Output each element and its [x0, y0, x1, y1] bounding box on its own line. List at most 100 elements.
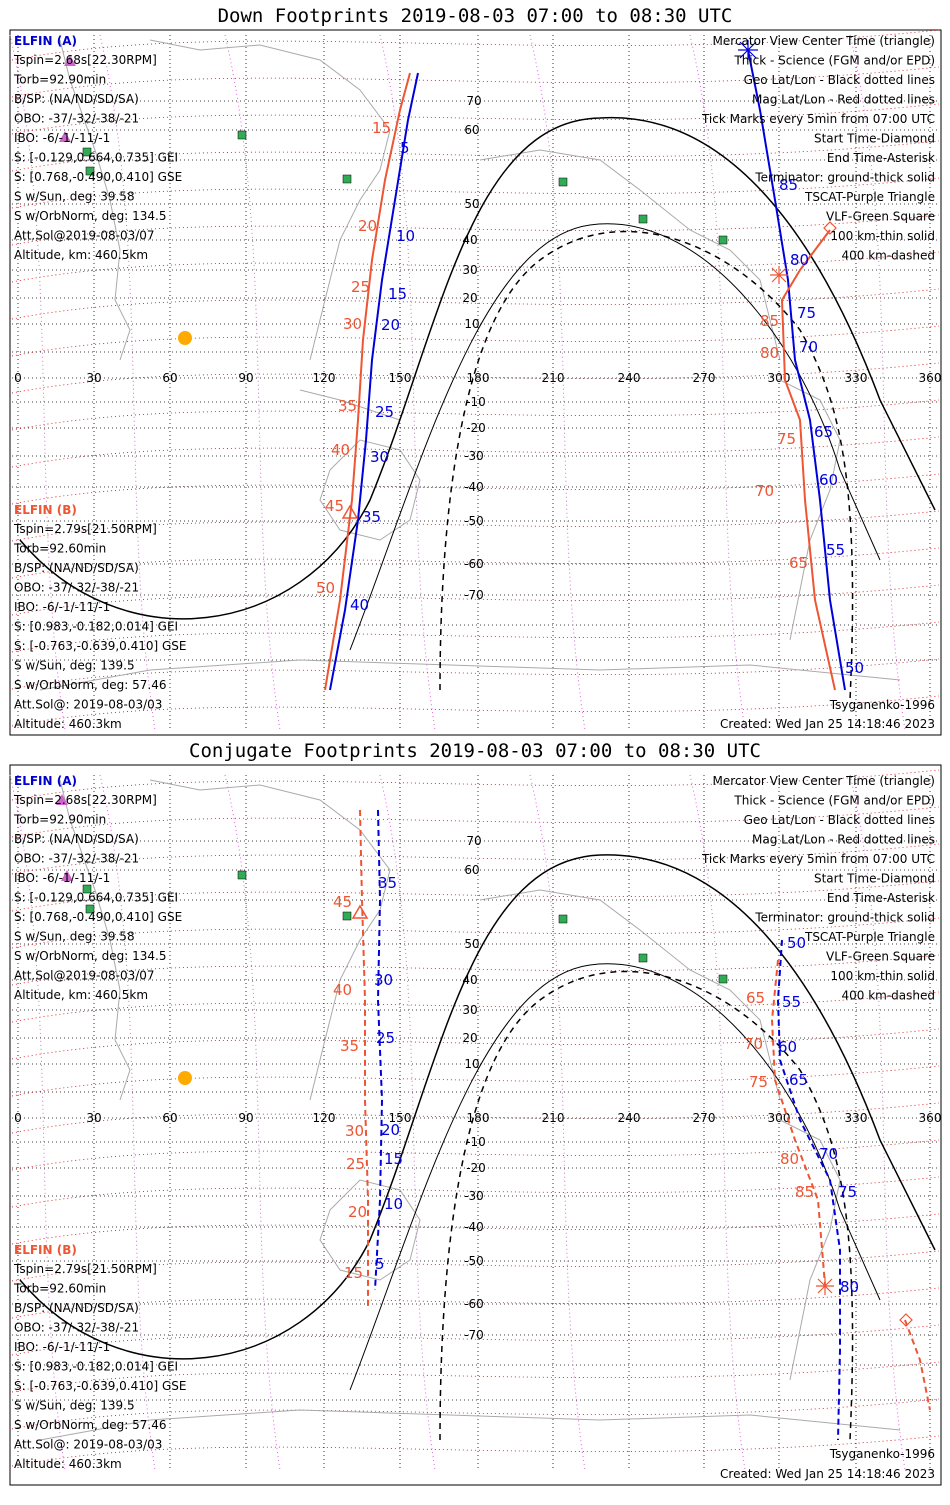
elfin-a-tick-label: 80 [840, 1278, 859, 1296]
elfin-a-track-east [776, 939, 841, 1441]
elfin-b-tick-label: 80 [760, 344, 779, 362]
lon-tick-label: 120 [313, 371, 336, 385]
elfin-a-info-line: Att.Sol@2019-08-03/07 [14, 229, 155, 243]
tscat-triangle-icon [61, 870, 73, 881]
panel-2-created: Created: Wed Jan 25 14:18:46 2023 [720, 1467, 935, 1481]
mag-meridian-curve [9, 34, 66, 731]
coast-australia [319, 439, 421, 541]
elfin-a-tick-label: 25 [376, 1029, 395, 1047]
mag-parallel-curve [11, 1435, 940, 1467]
elfin-b-track-west [324, 72, 411, 691]
lat-tick-label: 20 [462, 291, 477, 305]
elfin-b-tick-label: 75 [777, 430, 796, 448]
mag-meridian-curve [849, 34, 906, 731]
elfin-a-info-line: IBO: -6/-1/-11/-1 [14, 131, 110, 145]
panel-2-elfin-a-ticks: 35 30 25 20 15 10 5 50 55 60 65 70 75 80 [374, 874, 859, 1296]
mag-parallel-curve [11, 140, 940, 172]
elfin-b-tick-label: 50 [316, 579, 335, 597]
mag-parallel-curve [11, 695, 940, 727]
elfin-a-info-line: Tspin=2.68s[22.30RPM] [13, 793, 157, 807]
terminator-100km [349, 223, 881, 651]
elfin-b-tick-label: 15 [344, 1264, 363, 1282]
mag-meridian-curve [529, 34, 586, 731]
elfin-a-tick-label: 10 [384, 1195, 403, 1213]
panel-2-model: Tsyganenko-1996 [829, 1447, 935, 1461]
elfin-a-info-line: Altitude, km: 460.5km [14, 248, 148, 262]
legend-item: End Time-Asterisk [827, 891, 935, 905]
elfin-a-tick-label: 65 [789, 1071, 808, 1089]
lon-tick-label: 60 [162, 1111, 177, 1125]
elfin-a-track-east [747, 49, 846, 691]
lon-tick-label: 210 [542, 1111, 565, 1125]
panel-1-elfin-a-ticks: 5 10 15 20 25 30 35 40 85 80 75 70 65 60 55 50 [350, 139, 864, 677]
sun-icon [178, 331, 192, 345]
legend-item: Start Time-Diamond [814, 872, 935, 886]
legend-item: Mercator View Center Time (triangle) [713, 774, 935, 788]
lon-tick-label: 360 [919, 371, 942, 385]
terminator-400km [439, 230, 854, 701]
end-asterisk-icon [770, 266, 788, 284]
lat-tick-label: 70 [466, 834, 481, 848]
mag-parallel-curve [11, 880, 940, 912]
lat-tick-label: -40 [464, 480, 484, 494]
lat-tick-label: 60 [464, 123, 479, 137]
mag-meridian-curve [379, 774, 436, 1471]
elfin-b-track-east [780, 229, 836, 691]
elfin-a-tick-label: 15 [388, 285, 407, 303]
panel-1-terminator [19, 117, 936, 701]
legend-item: Terminator: ground-thick solid [754, 911, 935, 925]
vlf-square-icon [85, 904, 95, 914]
mag-parallel-curve [11, 1102, 940, 1134]
mag-parallel-curve [11, 473, 940, 505]
mag-parallel-curve [11, 1324, 940, 1356]
lon-tick-label: 150 [389, 1111, 412, 1125]
elfin-a-tick-label: 85 [779, 176, 798, 194]
elfin-b-info-line: OBO: -37/-32/-38/-21 [14, 1321, 139, 1335]
elfin-b-tick-label: 20 [348, 1203, 367, 1221]
panel-2-tracks [359, 809, 931, 1441]
panel-1-markers [59, 40, 837, 519]
lon-tick-label: 180 [467, 1111, 490, 1125]
elfin-a-title: ELFIN (A) [14, 774, 77, 788]
mag-parallel-curve [11, 325, 940, 357]
lat-tick-label: -10 [466, 395, 486, 409]
mag-parallel-curve [11, 436, 940, 468]
elfin-b-title: ELFIN (B) [14, 1243, 77, 1257]
mag-meridian-curve [689, 774, 746, 1471]
lon-tick-label: 300 [768, 1111, 791, 1125]
elfin-a-tick-label: 10 [396, 227, 415, 245]
lat-tick-label: -50 [464, 514, 484, 528]
terminator-ground [19, 117, 936, 620]
elfin-a-tick-label: 30 [370, 448, 389, 466]
elfin-b-info-line: Tspin=2.79s[21.50RPM] [13, 1262, 157, 1276]
elfin-a-tick-label: 40 [350, 596, 369, 614]
lon-tick-label: 60 [162, 371, 177, 385]
lat-tick-label: -70 [464, 1328, 484, 1342]
legend-item: Terminator: ground-thick solid [754, 171, 935, 185]
mag-parallel-curve [11, 806, 940, 838]
legend-item: Tick Marks every 5min from 07:00 UTC [701, 112, 935, 126]
lon-tick-label: 0 [14, 371, 22, 385]
elfin-a-info-line: S: [-0.129,0.664,0.735] GEI [14, 151, 178, 165]
mag-parallel-curve [11, 1361, 940, 1393]
lat-tick-label: -20 [466, 421, 486, 435]
lon-tick-label: 150 [389, 371, 412, 385]
coast-antarctica [39, 1409, 901, 1441]
elfin-a-tick-label: 55 [826, 541, 845, 559]
elfin-a-tick-label: 60 [819, 471, 838, 489]
elfin-a-info-line: B/SP: (NA/ND/SD/SA) [14, 92, 139, 106]
elfin-a-tick-label: 5 [375, 1255, 385, 1273]
mag-meridian-curve [9, 774, 66, 1471]
elfin-a-tick-label: 5 [400, 139, 410, 157]
view-center-triangle-icon [341, 504, 359, 519]
elfin-a-info-line: OBO: -37/-32/-38/-21 [14, 112, 139, 126]
legend-item: 100 km-thin solid [830, 229, 935, 243]
legend-item: 400 km-dashed [841, 989, 935, 1003]
mag-parallel-curve [11, 1213, 940, 1245]
elfin-b-tick-label: 40 [333, 981, 352, 999]
mag-meridian-curve [689, 34, 746, 731]
lon-tick-label: 30 [86, 371, 101, 385]
panel-1-coastlines [39, 39, 901, 691]
